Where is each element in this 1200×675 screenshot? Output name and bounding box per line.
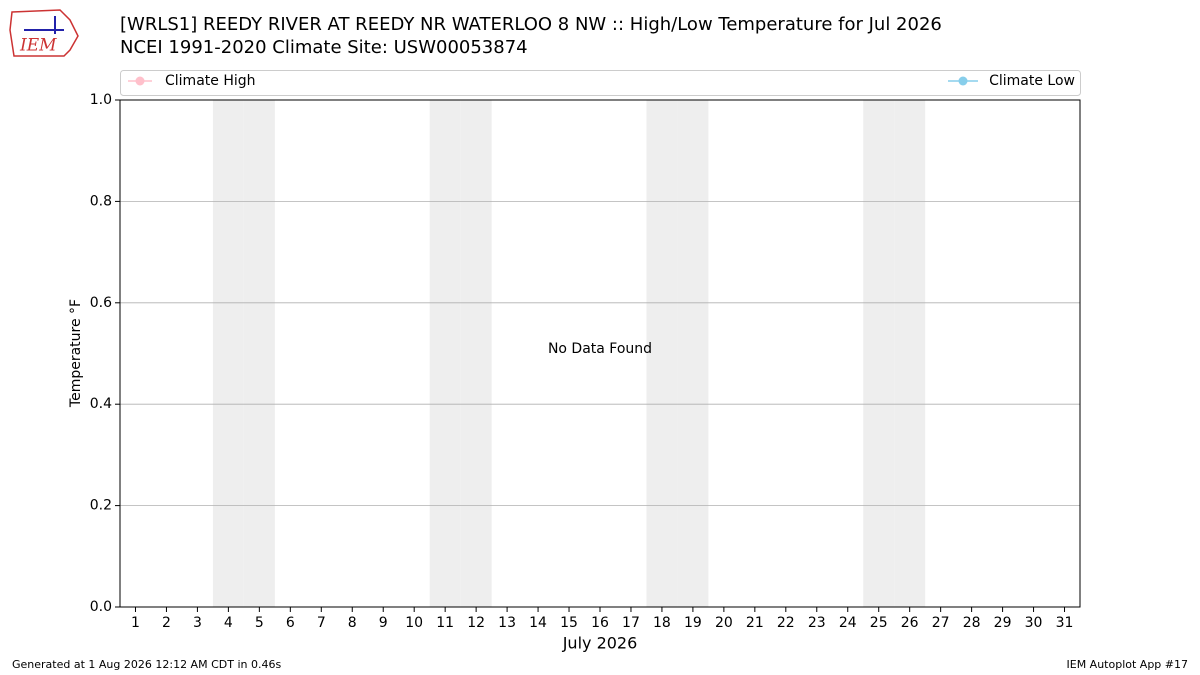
legend-box [120,70,1081,96]
y-tick-label: 0.6 [90,295,112,311]
x-tick-label: 27 [932,615,950,631]
y-tick-label: 1.0 [90,92,112,108]
weekend-band [646,100,678,607]
x-tick-label: 10 [405,615,423,631]
legend-label: Climate Low [989,73,1075,89]
x-tick-label: 4 [224,615,233,631]
weekend-band [429,100,461,607]
y-tick-label: 0.2 [90,498,112,514]
x-tick-label: 26 [901,615,919,631]
x-tick-label: 30 [1025,615,1043,631]
logo-outline [9,9,79,57]
weekend-band [863,100,895,607]
legend-marker [135,76,145,86]
annotation: No Data Found [548,341,652,357]
y-tick-label: 0.4 [90,396,112,412]
chart-subtitle: NCEI 1991-2020 Climate Site: USW00053874 [120,37,528,58]
x-tick-label: 25 [870,615,888,631]
x-tick-label: 20 [715,615,733,631]
chart-title: [WRLS1] REEDY RIVER AT REEDY NR WATERLOO… [120,14,942,35]
x-tick-label: 21 [746,615,764,631]
x-tick-label: 11 [436,615,454,631]
weekend-band [243,100,275,607]
legend-label: Climate High [165,73,256,89]
y-axis-label: Temperature °F [68,299,84,408]
weekend-band [460,100,492,607]
x-tick-label: 1 [131,615,140,631]
x-axis-label: July 2026 [562,634,638,653]
logo: IEM [9,9,79,57]
logo-text: IEM [19,36,57,56]
x-tick-label: 6 [286,615,295,631]
x-tick-label: 16 [591,615,609,631]
x-tick-label: 8 [348,615,357,631]
weekend-band [212,100,244,607]
legend-marker [958,76,968,86]
y-tick-label: 0.0 [90,599,112,615]
x-tick-label: 12 [467,615,485,631]
x-tick-label: 29 [994,615,1012,631]
footer-right: IEM Autoplot App #17 [1067,658,1189,671]
x-tick-label: 28 [963,615,981,631]
x-tick-label: 17 [622,615,640,631]
x-tick-label: 3 [193,615,202,631]
x-tick-label: 5 [255,615,264,631]
weekend-band [894,100,926,607]
x-tick-label: 14 [529,615,547,631]
x-tick-label: 9 [379,615,388,631]
x-tick-label: 19 [684,615,702,631]
plot-frame [119,99,1081,608]
x-tick-label: 31 [1056,615,1074,631]
x-tick-label: 22 [777,615,795,631]
x-tick-label: 7 [317,615,326,631]
y-tick-label: 0.8 [90,193,112,209]
footer-left: Generated at 1 Aug 2026 12:12 AM CDT in … [12,658,281,671]
x-tick-label: 18 [653,615,671,631]
x-tick-label: 2 [162,615,171,631]
x-tick-label: 23 [808,615,826,631]
x-tick-label: 15 [560,615,578,631]
weekend-band [677,100,709,607]
x-tick-label: 24 [839,615,857,631]
x-tick-label: 13 [498,615,516,631]
